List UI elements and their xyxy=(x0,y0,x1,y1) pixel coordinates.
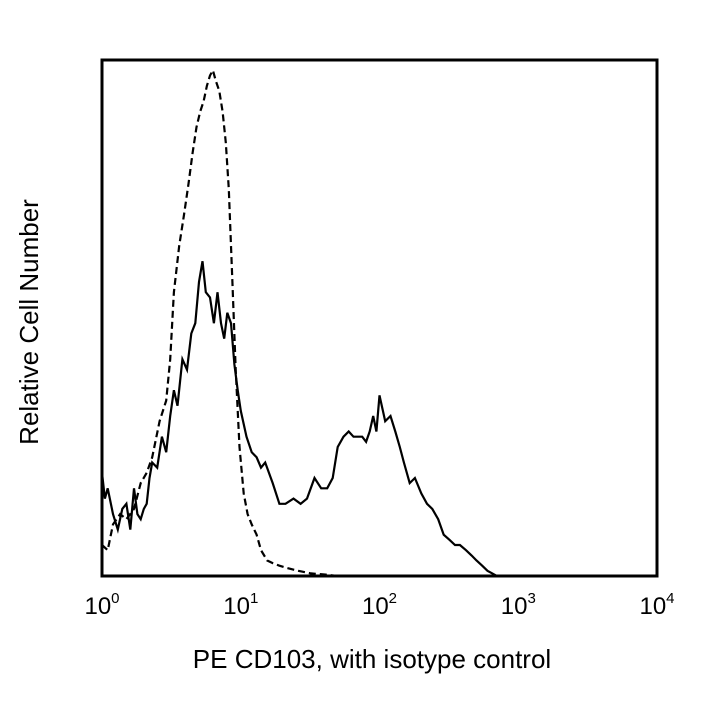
y-axis-title: Relative Cell Number xyxy=(14,199,44,445)
x-tick-label: 100 xyxy=(84,590,119,620)
x-axis-title: PE CD103, with isotype control xyxy=(193,644,551,674)
isotype-control-curve xyxy=(101,67,338,578)
plot-background xyxy=(102,60,657,576)
plot-frame xyxy=(100,58,659,578)
cd103-stain-curve xyxy=(100,261,498,577)
x-tick-layer: 100 101 102 103 104 xyxy=(84,590,674,620)
series-layer xyxy=(100,67,498,578)
x-tick-label: 102 xyxy=(362,590,397,620)
x-tick-label: 103 xyxy=(501,590,536,620)
x-tick-label: 104 xyxy=(639,590,674,620)
x-tick-label: 101 xyxy=(223,590,258,620)
